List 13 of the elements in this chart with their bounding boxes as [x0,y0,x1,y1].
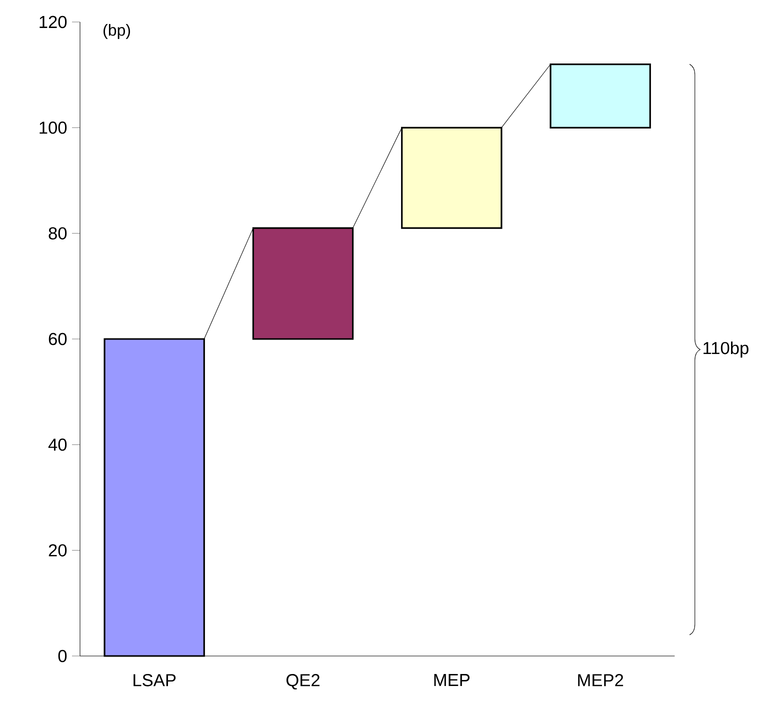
x-tick-label: MEP [434,674,470,686]
y-tick-label: 80 [48,227,67,240]
y-tick-label: 20 [48,544,67,556]
y-tick-label: 100 [40,122,67,134]
x-tick-label: MEP2 [578,674,624,686]
y-tick-label: 0 [58,650,67,662]
x-tick-label: LSAP [134,674,176,686]
y-tick-label: 40 [48,438,67,451]
x-tick-label: QE2 [286,674,320,690]
text: 110bp [704,341,748,358]
y-axis-title: (bp) [104,24,130,39]
y-tick-label: 60 [48,332,67,346]
y-tick-label: 120 [40,16,67,28]
